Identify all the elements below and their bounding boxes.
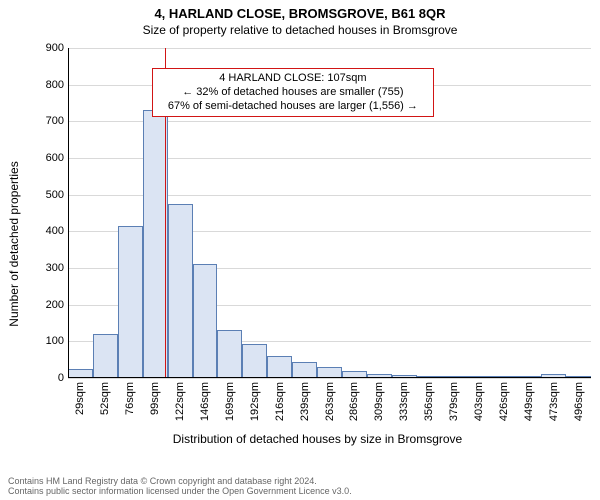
x-tick-label: 76sqm	[124, 382, 136, 415]
x-axis-line	[68, 377, 591, 378]
bar	[143, 110, 168, 378]
y-tick-label: 400	[46, 225, 68, 237]
bar	[267, 356, 292, 378]
y-axis-line	[68, 48, 69, 378]
x-tick-label: 146sqm	[199, 382, 211, 421]
x-tick-label: 192sqm	[249, 382, 261, 421]
bar	[118, 226, 143, 378]
x-tick-label: 29sqm	[74, 382, 86, 415]
y-tick-label: 900	[46, 42, 68, 54]
y-tick-label: 0	[58, 372, 68, 384]
y-tick-label: 600	[46, 152, 68, 164]
y-tick-label: 300	[46, 262, 68, 274]
annotation-line: ← 32% of detached houses are smaller (75…	[159, 86, 427, 100]
x-tick-label: 263sqm	[324, 382, 336, 421]
x-tick-label: 473sqm	[548, 382, 560, 421]
x-tick-label: 216sqm	[274, 382, 286, 421]
x-tick-label: 99sqm	[149, 382, 161, 415]
x-tick-label: 122sqm	[174, 382, 186, 421]
page-title: 4, HARLAND CLOSE, BROMSGROVE, B61 8QR	[0, 0, 600, 21]
y-tick-label: 200	[46, 299, 68, 311]
bar	[193, 264, 218, 378]
footer-attribution: Contains HM Land Registry data © Crown c…	[8, 476, 352, 496]
x-tick-label: 333sqm	[398, 382, 410, 421]
y-tick-label: 700	[46, 115, 68, 127]
gridline	[68, 48, 591, 49]
plot-area: 010020030040050060070080090029sqm52sqm76…	[68, 48, 591, 378]
gridline	[68, 378, 591, 379]
bar	[242, 344, 267, 378]
bar	[217, 330, 242, 378]
footer-line-2: Contains public sector information licen…	[8, 486, 352, 496]
y-tick-label: 500	[46, 189, 68, 201]
bar	[168, 204, 193, 378]
annotation-box: 4 HARLAND CLOSE: 107sqm← 32% of detached…	[152, 68, 434, 117]
y-tick-label: 100	[46, 335, 68, 347]
x-tick-label: 403sqm	[473, 382, 485, 421]
x-tick-label: 239sqm	[299, 382, 311, 421]
annotation-line: 67% of semi-detached houses are larger (…	[159, 100, 427, 114]
x-tick-label: 449sqm	[523, 382, 535, 421]
x-tick-label: 379sqm	[448, 382, 460, 421]
x-tick-label: 309sqm	[373, 382, 385, 421]
x-axis-label: Distribution of detached houses by size …	[40, 432, 595, 446]
bar	[292, 362, 317, 379]
y-tick-label: 800	[46, 79, 68, 91]
x-tick-label: 356sqm	[423, 382, 435, 421]
x-tick-label: 52sqm	[99, 382, 111, 415]
bar	[93, 334, 118, 378]
annotation-line: 4 HARLAND CLOSE: 107sqm	[159, 72, 427, 86]
x-tick-label: 286sqm	[348, 382, 360, 421]
x-tick-label: 169sqm	[224, 382, 236, 421]
x-tick-label: 496sqm	[573, 382, 585, 421]
footer-line-1: Contains HM Land Registry data © Crown c…	[8, 476, 352, 486]
x-tick-label: 426sqm	[498, 382, 510, 421]
page-subtitle: Size of property relative to detached ho…	[0, 21, 600, 37]
chart-area: Number of detached properties 0100200300…	[40, 44, 595, 444]
y-axis-label: Number of detached properties	[7, 161, 21, 326]
